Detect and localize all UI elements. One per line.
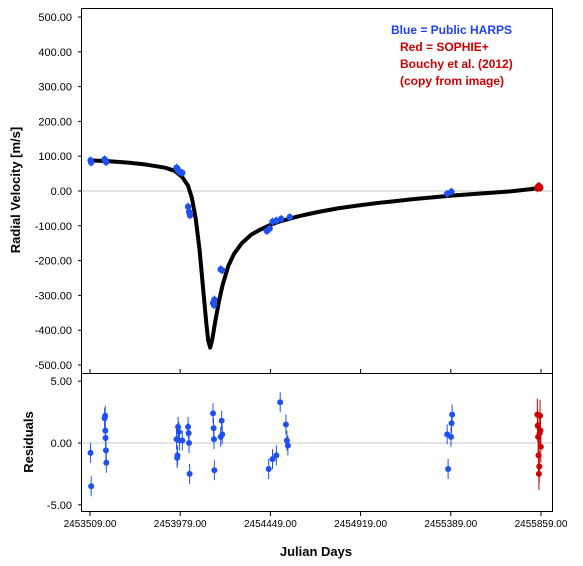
rv-model-curve xyxy=(88,158,543,350)
x-tick-label: 2455859.00 xyxy=(515,519,568,530)
rv-y-tick-label: -300.00 xyxy=(35,290,72,302)
residual-data-point xyxy=(445,465,452,472)
rv-data-point xyxy=(277,215,285,223)
residual-data-point xyxy=(283,437,290,444)
residual-data-point xyxy=(448,420,455,427)
residual-data-point xyxy=(282,421,289,428)
residual-data-point xyxy=(210,436,217,443)
rv-data-point xyxy=(186,212,194,219)
residual-data-point xyxy=(273,452,280,459)
residual-data-point xyxy=(535,452,542,459)
residual-data-point xyxy=(284,442,291,449)
residuals-y-axis: 5.00 0.00 -5.00 xyxy=(47,376,82,512)
residual-data-point xyxy=(186,470,193,477)
legend: Blue = Public HARPS Red = SOPHIE+ Bouchy… xyxy=(391,23,513,88)
residual-data-point xyxy=(175,428,182,435)
residual-data-point xyxy=(537,427,544,434)
residual-data-point xyxy=(102,412,109,419)
rv-y-axis-label: Radial Velocity [m/s] xyxy=(8,127,23,253)
rv-data-point xyxy=(448,188,455,195)
residual-data-point xyxy=(219,431,226,438)
residual-data-point xyxy=(88,483,95,490)
rv-data-point xyxy=(87,159,95,166)
rv-y-tick-label: 200.00 xyxy=(38,116,72,128)
rv-y-tick-label: 400.00 xyxy=(38,47,72,59)
rv-data-point xyxy=(219,267,226,274)
residual-data-point xyxy=(185,423,192,430)
residual-data-point xyxy=(537,443,544,450)
residual-points-group xyxy=(87,392,544,497)
rv-y-tick-label: 100.00 xyxy=(38,151,72,163)
residual-data-point xyxy=(210,425,217,432)
residual-data-point xyxy=(218,417,225,424)
residual-data-point xyxy=(175,423,182,430)
x-tick-label: 2454449.00 xyxy=(244,519,297,530)
residual-data-point xyxy=(186,440,193,446)
rv-data-point xyxy=(273,217,280,224)
residual-data-point xyxy=(447,433,454,440)
rv-y-tick-label: -100.00 xyxy=(35,221,72,233)
rv-data-point xyxy=(286,213,293,221)
x-axis: 2453509.00 2453979.00 2454449.00 2454919.00… xyxy=(64,369,568,530)
rv-y-tick-label: -200.00 xyxy=(35,256,72,268)
x-axis-label: Julian Days xyxy=(280,544,352,559)
rv-data-point xyxy=(184,203,192,210)
rv-data-point xyxy=(537,184,544,192)
residual-data-point xyxy=(102,435,109,442)
legend-line-harps: Blue = Public HARPS xyxy=(391,23,512,37)
x-tick-label: 2454919.00 xyxy=(334,519,387,530)
residual-data-point xyxy=(102,447,109,454)
rv-y-tick-label: 0.00 xyxy=(51,186,72,198)
residual-data-point xyxy=(449,411,456,418)
rv-y-tick-label: -500.00 xyxy=(35,360,72,372)
rv-data-point xyxy=(211,296,218,303)
x-tick-label: 2453979.00 xyxy=(154,519,207,530)
residual-data-point xyxy=(179,437,186,444)
rv-model-curve-group xyxy=(88,158,543,350)
rv-data-point xyxy=(179,169,186,177)
residual-data-point xyxy=(174,452,181,459)
legend-line-sophie: Red = SOPHIE+ xyxy=(400,40,489,54)
residual-data-point xyxy=(536,463,543,470)
rv-data-point xyxy=(102,158,110,166)
rv-y-axis: 500.00 400.00 300.00 200.00 100.00 0.00 -100.0… xyxy=(35,12,82,372)
rv-points-group xyxy=(87,155,544,310)
residuals-y-tick-label: -5.00 xyxy=(47,500,72,512)
rv-data-point xyxy=(266,225,273,232)
residual-data-point xyxy=(269,456,276,463)
rv-y-tick-label: 500.00 xyxy=(38,12,72,24)
residual-data-point xyxy=(277,399,284,406)
residuals-y-axis-label: Residuals xyxy=(21,411,36,472)
x-tick-label: 2455389.00 xyxy=(424,519,477,530)
residual-data-point xyxy=(210,410,217,417)
residual-data-point xyxy=(211,467,218,474)
legend-line-bouchy: Bouchy et al. (2012) xyxy=(400,57,513,71)
rv-y-tick-label: 300.00 xyxy=(38,82,72,94)
legend-line-copy: (copy from image) xyxy=(400,74,504,88)
rv-data-point xyxy=(210,301,218,309)
residuals-y-tick-label: 0.00 xyxy=(51,438,72,450)
residuals-y-tick-label: 5.00 xyxy=(51,376,72,388)
residual-data-point xyxy=(87,449,94,456)
residual-data-point xyxy=(103,459,110,466)
rv-y-tick-label: -400.00 xyxy=(35,325,72,337)
residual-data-point xyxy=(265,465,272,472)
x-tick-label: 2453509.00 xyxy=(64,519,117,530)
